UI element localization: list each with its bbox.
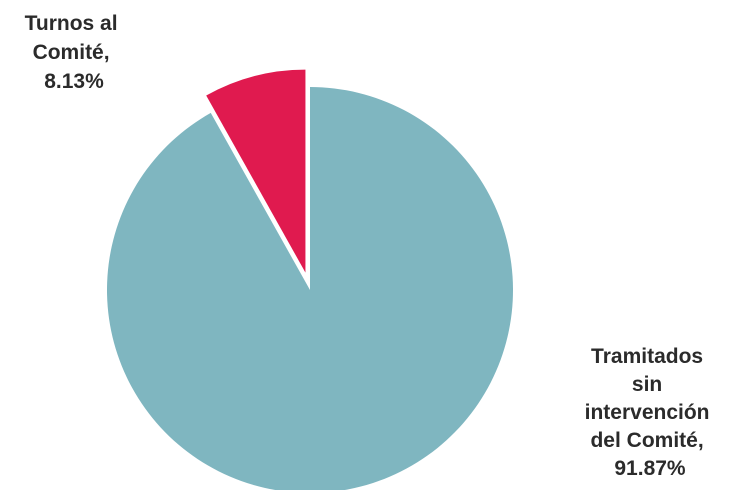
slice-label-line: Comité,: [33, 41, 110, 64]
slice-label-line: sin: [632, 373, 662, 396]
slice-label-tramitados: Tramitados sin intervención del Comité, …: [585, 345, 716, 480]
pie-slice-turnos: [206, 69, 306, 273]
slice-label-turnos: Turnos al Comité, 8.13%: [25, 12, 124, 93]
slice-label-value: 8.13%: [44, 70, 104, 93]
slice-label-line: Tramitados: [591, 345, 703, 368]
slice-label-line: del Comité,: [590, 429, 703, 452]
slice-label-line: Turnos al: [25, 12, 118, 35]
pie-slice-tramitados: [107, 87, 513, 490]
slice-label-value: 91.87%: [614, 457, 686, 480]
slice-label-line: intervención: [585, 401, 710, 424]
